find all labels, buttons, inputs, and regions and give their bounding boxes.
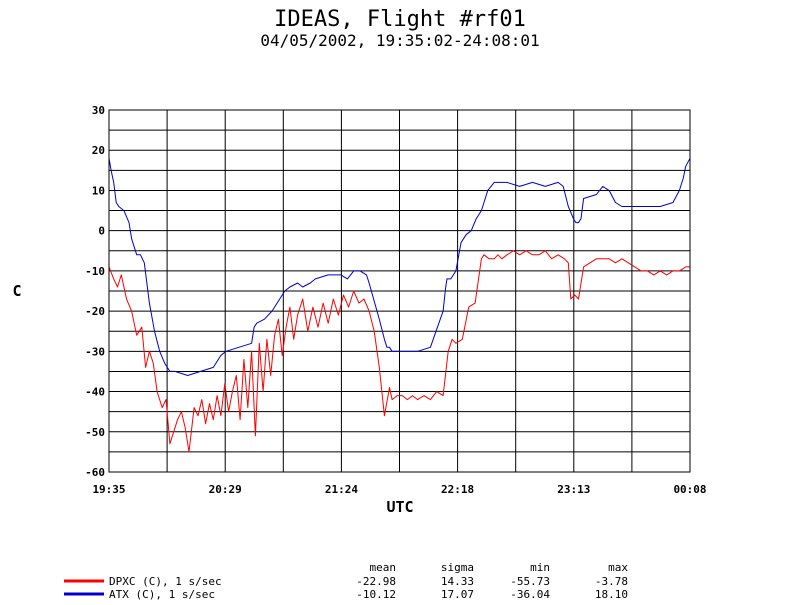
chart-title: IDEAS, Flight #rf01 [274,7,526,32]
x-tick-label: 23:13 [557,483,590,496]
y-tick-labels: 30 20 10 0 -10 -20 -30 -40 -50 -60 [85,104,105,479]
stats-header: mean [370,561,397,574]
y-tick-label: -40 [85,386,105,399]
y-axis-label: C [12,282,21,300]
chart-subtitle: 04/05/2002, 19:35:02-24:08:01 [260,31,539,50]
x-tick-labels: 19:35 20:29 21:24 22:18 23:13 00:08 [92,483,706,496]
x-tick-label: 22:18 [441,483,474,496]
legend: mean sigma min max DPXC (C), 1 s/sec -22.98 14… [64,561,628,601]
y-tick-label: -50 [85,426,105,439]
stats-header: sigma [441,561,474,574]
x-axis-label: UTC [386,498,413,516]
plot-frame [108,109,691,473]
series-line-0 [108,250,690,453]
stats-value: -10.12 [356,588,396,601]
stats-value: 18.10 [595,588,628,601]
x-tick-label: 20:29 [209,483,242,496]
stats-value: -3.78 [595,575,628,588]
x-tick-label: 19:35 [92,483,125,496]
stats-value: -36.04 [510,588,550,601]
y-tick-label: 0 [98,225,105,238]
x-tick-label: 21:24 [325,483,358,496]
stats-header: min [530,561,550,574]
legend-label: ATX (C), 1 s/sec [109,588,215,601]
y-tick-label: -20 [85,305,105,318]
stats-value: 17.07 [441,588,474,601]
y-tick-label: -30 [85,345,105,358]
stats-value: -22.98 [356,575,396,588]
stats-value: -55.73 [510,575,550,588]
series-lines [108,158,691,453]
y-tick-label: 30 [92,104,105,117]
stats-header: max [608,561,628,574]
y-tick-label: 20 [92,144,105,157]
y-tick-label: 10 [92,184,105,197]
grid [109,109,690,473]
series-line-1 [108,158,691,376]
legend-label: DPXC (C), 1 s/sec [109,575,222,588]
stats-value: 14.33 [441,575,474,588]
y-tick-label: -10 [85,265,105,278]
y-tick-label: -60 [85,466,105,479]
x-tick-label: 00:08 [673,483,706,496]
